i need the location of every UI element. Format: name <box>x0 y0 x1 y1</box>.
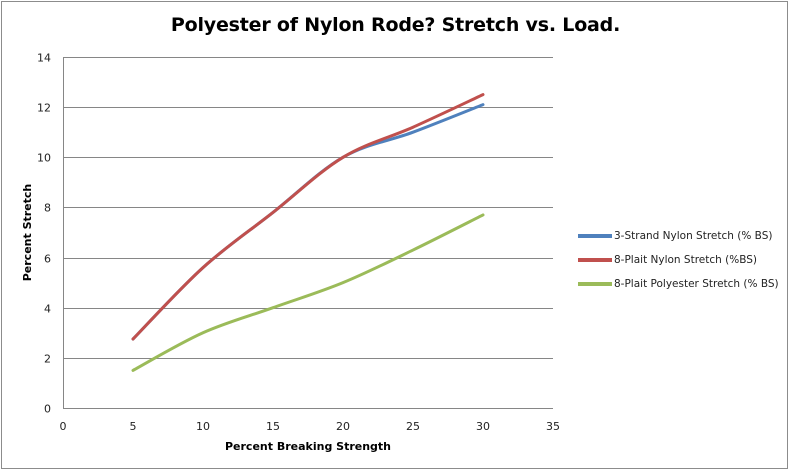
y-tick-label: 2 <box>44 353 51 366</box>
series-line <box>131 213 485 372</box>
x-axis-label: Percent Breaking Strength <box>225 440 391 453</box>
legend-label: 3-Strand Nylon Stretch (% BS) <box>614 230 773 242</box>
x-tick-label: 20 <box>336 420 350 433</box>
y-tick-label: 8 <box>44 202 51 215</box>
series-line <box>131 103 485 341</box>
y-tick-label: 14 <box>37 52 51 65</box>
y-tick-label: 10 <box>37 152 51 165</box>
chart-title: Polyester of Nylon Rode? Stretch vs. Loa… <box>170 14 621 36</box>
legend-item: 8-Plait Nylon Stretch (%BS) <box>578 248 779 272</box>
legend-swatch-icon <box>578 234 612 238</box>
legend-swatch-icon <box>578 282 612 286</box>
y-tick-label: 6 <box>44 253 51 266</box>
legend-swatch-icon <box>578 258 612 262</box>
series-line <box>131 93 485 341</box>
x-tick-label: 35 <box>546 420 560 433</box>
legend-item: 8-Plait Polyester Stretch (% BS) <box>578 272 779 296</box>
x-tick-label: 30 <box>476 420 490 433</box>
y-tick-label: 4 <box>44 303 51 316</box>
x-tick-label: 10 <box>196 420 210 433</box>
y-axis-label: Percent Stretch <box>21 184 34 282</box>
x-tick-label: 25 <box>406 420 420 433</box>
legend-label: 8-Plait Polyester Stretch (% BS) <box>614 278 779 290</box>
x-tick-label: 5 <box>130 420 137 433</box>
x-tick-label: 15 <box>266 420 280 433</box>
legend-item: 3-Strand Nylon Stretch (% BS) <box>578 224 779 248</box>
y-tick-label: 0 <box>44 403 51 416</box>
x-tick-label: 0 <box>60 420 67 433</box>
legend-label: 8-Plait Nylon Stretch (%BS) <box>614 254 757 266</box>
y-tick-label: 12 <box>37 102 51 115</box>
legend: 3-Strand Nylon Stretch (% BS) 8-Plait Ny… <box>578 224 779 296</box>
